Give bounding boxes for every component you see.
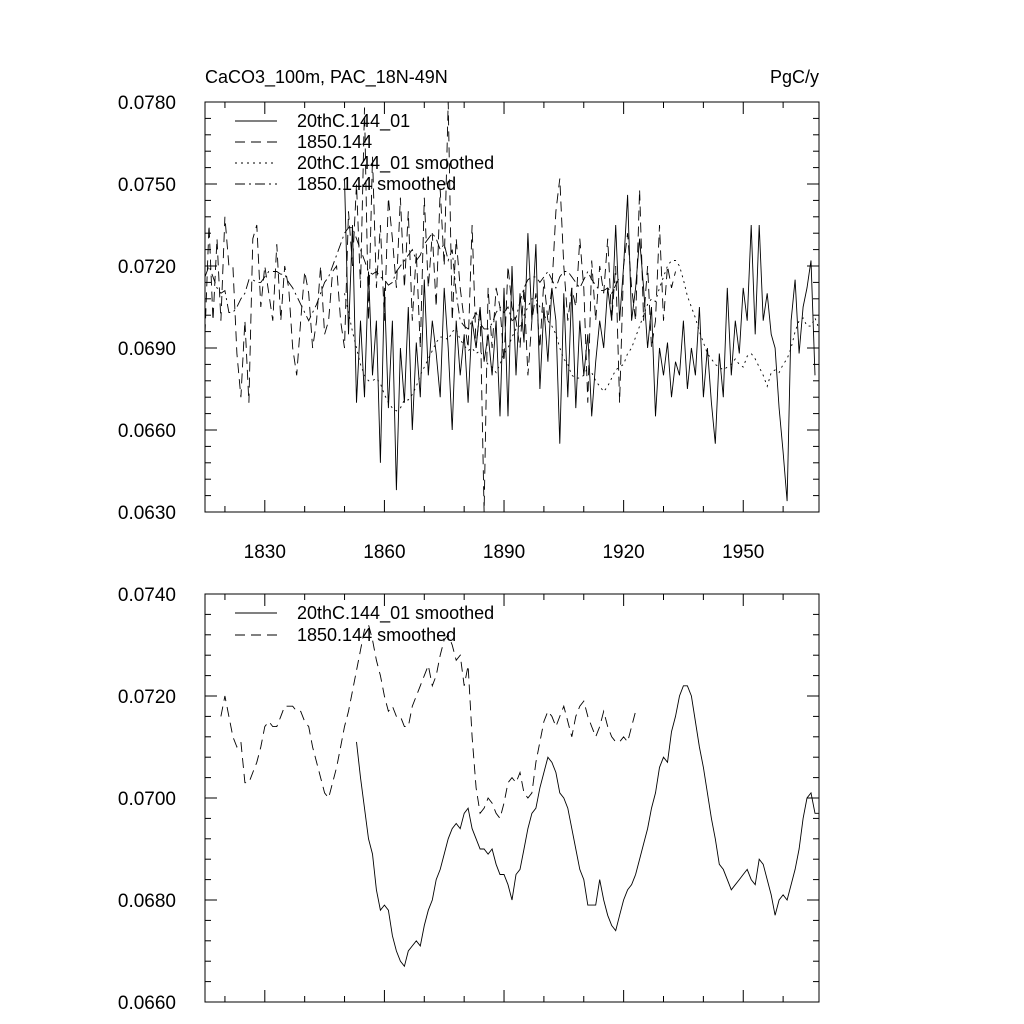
y-tick-label: 0.0680 (118, 891, 176, 912)
y-tick-label: 0.0660 (118, 421, 176, 442)
y-tick-label: 0.0740 (118, 585, 176, 606)
series-line (220, 623, 637, 820)
y-tick-label: 0.0660 (118, 993, 176, 1014)
x-tick-label: 1830 (244, 542, 286, 563)
series-line (205, 227, 621, 330)
legend-label: 20thC.144_01 smoothed (297, 153, 494, 174)
y-tick-label: 0.0720 (118, 257, 176, 278)
plot-frame (204, 593, 820, 1003)
y-tick-label: 0.0780 (118, 93, 176, 114)
y-tick-label: 0.0750 (118, 175, 176, 196)
units-label: PgC/y (770, 67, 819, 87)
bottom-chart-panel: 0.0660 0.0680 0.0700 0.0720 0.0740 20thC.144_… (118, 585, 820, 1014)
x-tick-label: 1920 (602, 542, 644, 563)
x-tick-label: 1860 (363, 542, 405, 563)
series-line (344, 178, 816, 502)
y-tick-label: 0.0690 (118, 339, 176, 360)
y-tick-label: 0.0720 (118, 687, 176, 708)
plot-frame (204, 101, 820, 513)
legend-label: 20thC.144_01 smoothed (297, 603, 494, 624)
y-tick-label: 0.0700 (118, 789, 176, 810)
top-chart-panel: 1830 1860 1890 1920 1950 0.0630 0.0660 0.0690 0.… (118, 67, 820, 563)
series-line (356, 685, 819, 968)
chart-title: CaCO3_100m, PAC_18N-49N (205, 67, 448, 88)
series-line (205, 102, 676, 512)
y-tick-label: 0.0630 (118, 503, 176, 524)
legend-label: 1850.144 smoothed (297, 625, 456, 645)
legend-label: 1850.144 smoothed (297, 174, 456, 194)
x-tick-label: 1950 (722, 542, 764, 563)
legend-label: 20thC.144_01 (297, 111, 410, 132)
legend-label: 1850.144 (297, 132, 372, 152)
x-tick-label: 1890 (483, 542, 525, 563)
